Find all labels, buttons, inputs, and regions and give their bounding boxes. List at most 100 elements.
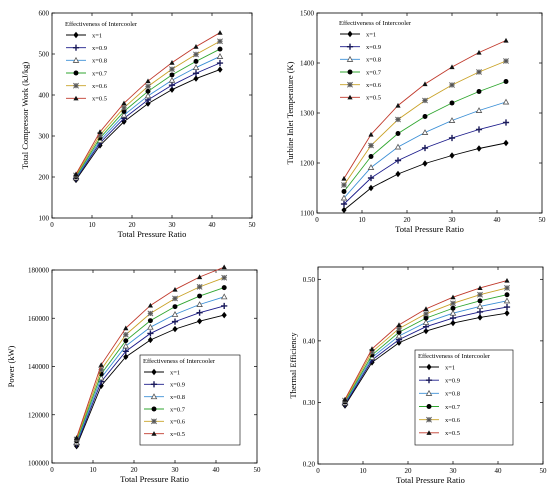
legend-item: x=1 <box>144 368 180 376</box>
series-x=1 <box>341 139 509 214</box>
data-point <box>193 51 199 58</box>
y-axis-label: Turbine Inlet Temperature (K) <box>285 61 295 164</box>
data-point <box>172 286 178 292</box>
data-point <box>502 98 510 105</box>
legend-item: x=1 <box>419 363 455 371</box>
series-x=0.9 <box>73 302 228 448</box>
data-point <box>192 64 200 71</box>
y-tick-label: 140000 <box>28 363 50 371</box>
data-point <box>172 304 178 310</box>
data-point <box>504 309 510 317</box>
legend-marker <box>72 44 80 51</box>
data-point <box>368 184 374 192</box>
data-point <box>193 75 199 82</box>
data-point <box>477 285 483 291</box>
data-point <box>171 318 179 325</box>
data-point <box>197 293 203 299</box>
y-tick-label: 1400 <box>300 60 315 68</box>
legend-marker <box>73 70 79 76</box>
legend-item: x=0.7 <box>419 404 461 411</box>
data-point <box>169 72 175 78</box>
legend-item: x=0.5 <box>66 96 107 103</box>
data-point <box>172 325 178 333</box>
data-point <box>369 346 375 351</box>
legend-title: Effectiveness of Intercooler <box>339 20 412 27</box>
legend-label: x=0.8 <box>445 391 460 398</box>
data-point <box>475 126 483 133</box>
legend-marker <box>73 31 79 39</box>
x-tick-label: 50 <box>540 467 548 475</box>
data-point <box>369 349 375 355</box>
legend-label: x=1 <box>366 31 376 38</box>
legend-item: x=0.8 <box>66 56 107 65</box>
legend-item: x=0.6 <box>419 416 461 424</box>
data-point <box>423 315 429 321</box>
data-point <box>147 302 153 308</box>
data-point <box>121 100 127 106</box>
x-tick-label: 40 <box>495 467 503 475</box>
data-point <box>449 152 455 159</box>
data-point <box>449 100 455 106</box>
legend-title: Effectiveness of Intercooler <box>143 358 216 365</box>
y-tick-label: 1100 <box>300 210 314 218</box>
data-point <box>193 58 199 64</box>
data-point <box>395 102 401 108</box>
legend-box <box>139 354 241 446</box>
y-tick-label: 0.50 <box>303 276 316 284</box>
legend-marker <box>426 404 432 409</box>
legend-marker <box>151 368 157 376</box>
data-point <box>504 285 510 291</box>
data-point <box>475 107 483 113</box>
legend-label: x=1 <box>445 364 455 371</box>
data-point <box>216 59 224 67</box>
data-point <box>221 302 228 310</box>
legend-item: x=0.7 <box>340 69 382 76</box>
data-point <box>193 44 199 49</box>
data-point <box>168 76 176 83</box>
data-point <box>421 129 429 135</box>
data-point <box>197 274 203 280</box>
legend-label: x=0.9 <box>92 45 107 52</box>
x-axis-label: Total Pressure Ratio <box>396 475 465 485</box>
data-point <box>145 88 151 94</box>
data-point <box>342 396 348 402</box>
y-tick-label: 0.40 <box>303 337 316 345</box>
data-point <box>172 295 178 302</box>
data-point <box>168 82 176 89</box>
data-point <box>395 116 401 123</box>
legend: Effectiveness of Intercooler x=1 x=0.9 x=0.… <box>339 20 412 102</box>
data-point <box>196 309 203 316</box>
data-point <box>396 322 402 327</box>
data-point <box>449 314 457 322</box>
data-point <box>147 318 153 324</box>
legend: Effectiveness of Intercooler x=1 x=0.9 x=0.… <box>65 21 138 103</box>
legend-item: x=0.6 <box>340 81 382 89</box>
data-point <box>503 139 509 147</box>
series-x=0.9 <box>340 119 510 208</box>
y-tick-label: 100 <box>39 215 50 223</box>
data-point <box>123 353 129 361</box>
data-point <box>423 310 429 317</box>
data-point <box>341 182 347 188</box>
data-point <box>421 144 429 152</box>
legend-label: x=0.8 <box>92 58 107 65</box>
legend-item: x=0.9 <box>419 377 460 384</box>
legend-title: Effectiveness of Intercooler <box>65 21 138 28</box>
data-point <box>97 129 103 134</box>
series-x=0.5 <box>342 277 510 402</box>
legend-item: x=0.6 <box>144 418 186 426</box>
series-x=0.7 <box>341 79 509 194</box>
data-point <box>503 303 511 311</box>
data-point <box>196 301 203 307</box>
data-point <box>476 302 484 309</box>
legend-item: x=0.9 <box>144 381 185 389</box>
y-axis-label: Total Compressor Work (kJ/kg) <box>20 62 30 170</box>
data-point <box>476 145 482 152</box>
legend-label: x=1 <box>92 32 102 39</box>
data-point <box>144 92 152 99</box>
data-point <box>197 317 203 325</box>
data-point <box>450 294 456 300</box>
y-tick-label: 0.20 <box>303 461 316 469</box>
legend-marker <box>347 69 353 75</box>
x-axis-label: Total Pressure Ratio <box>120 474 189 484</box>
